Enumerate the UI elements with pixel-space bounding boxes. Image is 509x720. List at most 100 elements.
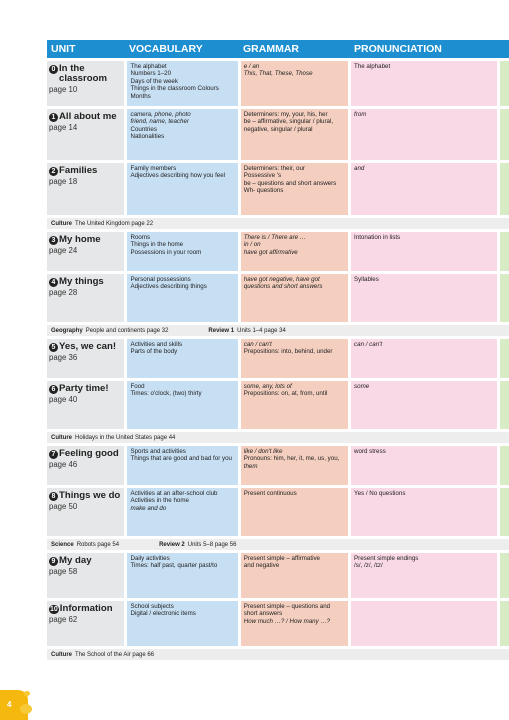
unit-title-text: All about me [59, 111, 117, 122]
cell-line: Determiners: their, our [243, 165, 305, 172]
unit-number-badge: 8 [49, 492, 58, 501]
table-row: 10 Information page 62 School subjects Digit… [47, 601, 509, 646]
unit-title-text: Yes, we can! [59, 341, 117, 352]
unit-title: 5 Yes, we can! [49, 342, 122, 352]
extra-column-cell [500, 381, 509, 429]
section-band: Science Robots page 54 Review 2 Units 5–8 p… [47, 539, 509, 550]
unit-title-text: In the classroom [59, 63, 107, 84]
cell-line: like / don't like [243, 448, 283, 455]
paint-splat-decoration [24, 691, 30, 696]
band-review-label: Review 2 [159, 541, 185, 548]
header-grammar: GRAMMAR [243, 43, 299, 55]
cell-line: Possessive 's [243, 172, 282, 180]
unit-number-badge: 0 [49, 65, 58, 74]
grammar-cell: Determiners: my, your, his, her be – affi… [240, 109, 349, 160]
grammar-cell: have got negative, have got questions and… [240, 274, 349, 322]
cell-line: Rooms [130, 234, 151, 241]
band-review-label: Review 1 [208, 327, 235, 334]
cell-line: Yes / No questions [354, 490, 406, 497]
unit-title: 2 Families [49, 166, 122, 176]
unit-page: page 46 [49, 460, 78, 469]
grammar-cell: Present continuous [240, 488, 349, 536]
cell-line: be – affirmative, singular / plural, [243, 118, 334, 126]
grammar-cell: like / don't like Pronouns: him, her, it,… [240, 446, 349, 485]
pronunciation-cell: Syllables [351, 274, 498, 322]
cell-line: have got negative, have got [243, 276, 320, 283]
extra-column-cell [500, 488, 509, 536]
table-body: 0 In the classroom page 10 The alphabet Numb… [47, 61, 509, 660]
unit-title: 0 In the classroom [49, 64, 122, 84]
extra-column-cell [500, 61, 509, 106]
extra-column-cell [500, 274, 509, 322]
unit-title: 9 My day [49, 556, 122, 566]
cell-line: some [354, 383, 370, 390]
pronunciation-cell: from [351, 109, 498, 160]
unit-title: 4 My things [49, 277, 122, 287]
band-text: The School of the Air page 66 [75, 651, 155, 658]
unit-title: 10 Information [49, 604, 122, 614]
cell-line: Sports and activities [130, 448, 186, 455]
band-review-text: Units 5–8 page 56 [187, 541, 237, 548]
vocabulary-cell: School subjects Digital / electronic item… [127, 601, 238, 646]
cell-line: in / on [243, 241, 261, 249]
cell-line: have got affirmative [243, 248, 298, 256]
grammar-cell: There is / There are … in / on have got af… [240, 232, 349, 271]
cell-line: camera, phone, photo [130, 111, 191, 118]
cell-line: Days of the week [130, 77, 178, 85]
cell-line: Food [130, 383, 145, 390]
cell-line: Present simple – questions and [243, 603, 331, 610]
cell-line: Things that are good and bad for you [130, 455, 232, 463]
grammar-cell: Present simple – affirmative and negative [240, 553, 349, 598]
table-row: 5 Yes, we can! page 36 Activities and skill… [47, 339, 509, 378]
unit-page: page 50 [49, 502, 78, 511]
pronunciation-cell: The alphabet [351, 61, 498, 106]
unit-title: 6 Party time! [49, 384, 122, 394]
cell-line: Months [130, 92, 151, 100]
cell-line: Adjectives describing how you feel [130, 172, 226, 180]
extra-column-cell [500, 601, 509, 646]
cell-line: Adjectives describing things [130, 283, 207, 291]
cell-line: Nationalities [130, 133, 165, 141]
cell-line: Family members [130, 165, 177, 172]
vocabulary-cell: Food Times: o'clock, (two) thirty [127, 381, 238, 429]
unit-number-badge: 4 [49, 278, 58, 287]
cell-line: Numbers 1–20 [130, 70, 172, 78]
pronunciation-cell: Intonation in lists [351, 232, 498, 271]
cell-line: The alphabet [354, 63, 391, 70]
cell-line: Present continuous [243, 490, 297, 497]
cell-line: The alphabet [130, 63, 167, 70]
pronunciation-cell: can / can't [351, 339, 498, 378]
page-number: 4 [7, 700, 12, 709]
cell-line: short answers [243, 610, 283, 618]
unit-cell: 8 Things we do page 50 [47, 488, 125, 536]
band-label: Science [51, 541, 74, 548]
header-unit: UNIT [51, 43, 76, 55]
cell-line: Personal possessions [130, 276, 191, 283]
cell-line: negative, singular / plural [243, 125, 313, 133]
unit-cell: 0 In the classroom page 10 [47, 61, 125, 106]
vocabulary-cell: Personal possessions Adjectives describin… [127, 274, 238, 322]
vocabulary-cell: Daily activities Times: half past, quarte… [127, 553, 238, 598]
cell-line: This, That, These, Those [243, 70, 313, 78]
vocabulary-cell: Activities at an after-school club Activi… [127, 488, 238, 536]
unit-page: page 24 [49, 246, 78, 255]
cell-line: friend, name, teacher [130, 118, 189, 126]
cell-line: Times: half past, quarter past/to [130, 562, 218, 570]
cell-line: word stress [354, 448, 386, 455]
table-row: 6 Party time! page 40 Food Times: o'clock, (… [47, 381, 509, 429]
header-pronunciation: PRONUNCIATION [354, 43, 442, 55]
cell-line: Pronouns: him, her, it, me, us, you, [243, 455, 340, 463]
cell-line: Things in the classroom Colours [130, 85, 219, 93]
unit-title-text: Things we do [59, 490, 121, 501]
grammar-cell: Determiners: their, our Possessive 's be –… [240, 163, 349, 215]
section-band: Geography People and continents page 32 Re… [47, 325, 509, 336]
table-row: 0 In the classroom page 10 The alphabet Numb… [47, 61, 509, 106]
vocabulary-cell: Rooms Things in the home Possessions in yo… [127, 232, 238, 271]
unit-title-text: Party time! [59, 383, 109, 394]
unit-cell: 9 My day page 58 [47, 553, 125, 598]
cell-line: Prepositions: on, at, from, until [243, 390, 328, 398]
cell-line: Times: o'clock, (two) thirty [130, 390, 202, 398]
unit-title: 8 Things we do [49, 491, 122, 501]
pronunciation-cell: some [351, 381, 498, 429]
